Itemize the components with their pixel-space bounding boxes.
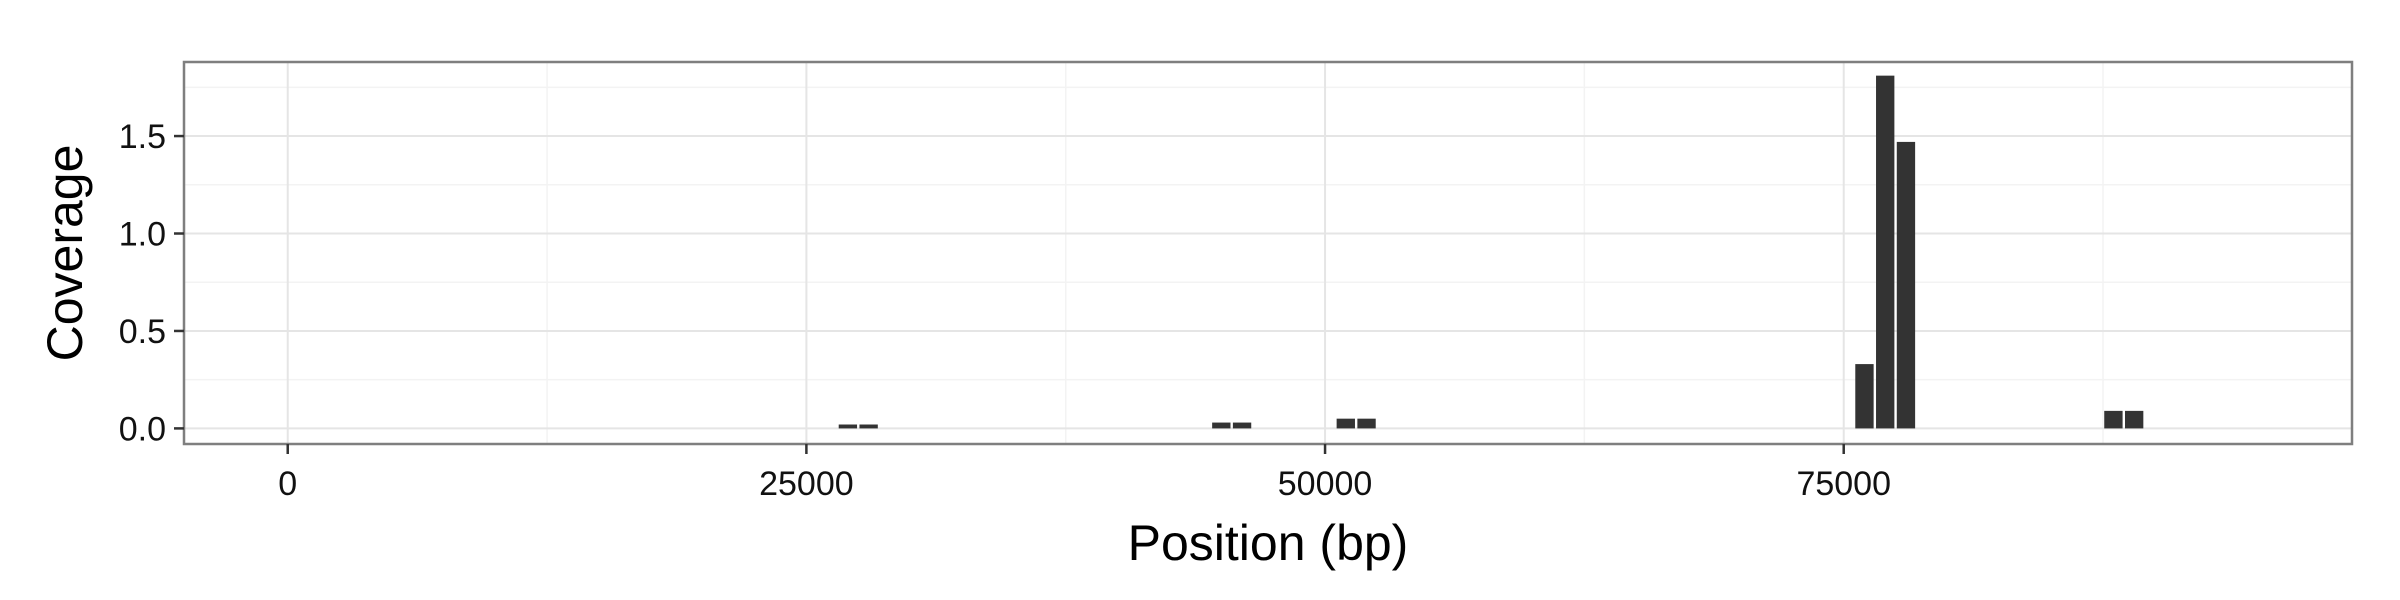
bar	[1357, 418, 1376, 429]
y-axis: 0.0 0.5 1.0 1.5	[119, 118, 184, 448]
y-tick-label: 1.0	[119, 216, 166, 254]
x-tick-label: 50000	[1278, 465, 1373, 503]
bar	[859, 424, 878, 429]
bars	[838, 75, 2144, 429]
y-tick-label: 0.5	[119, 313, 166, 351]
grid-minor	[184, 62, 2352, 444]
x-tick-label: 0	[278, 465, 297, 503]
y-tick-label: 0.0	[119, 410, 166, 448]
bar	[1896, 141, 1916, 429]
x-tick-label: 75000	[1796, 465, 1891, 503]
bar	[838, 424, 858, 429]
panel-border	[182, 60, 2354, 446]
bar	[1855, 364, 1874, 429]
y-tick-label: 1.5	[119, 118, 166, 156]
bar	[2124, 410, 2144, 429]
y-axis-title: Coverage	[37, 145, 93, 362]
bar	[2104, 410, 2123, 429]
bar	[1336, 418, 1355, 429]
bar	[1212, 422, 1231, 429]
x-tick-label: 25000	[759, 465, 854, 503]
bar	[1876, 75, 1895, 429]
bar	[1232, 422, 1252, 429]
x-axis: 0 25000 50000 75000	[278, 444, 1891, 503]
x-axis-title: Position (bp)	[1128, 515, 1409, 571]
plot-panel	[184, 62, 2352, 444]
grid-major	[184, 62, 2352, 444]
